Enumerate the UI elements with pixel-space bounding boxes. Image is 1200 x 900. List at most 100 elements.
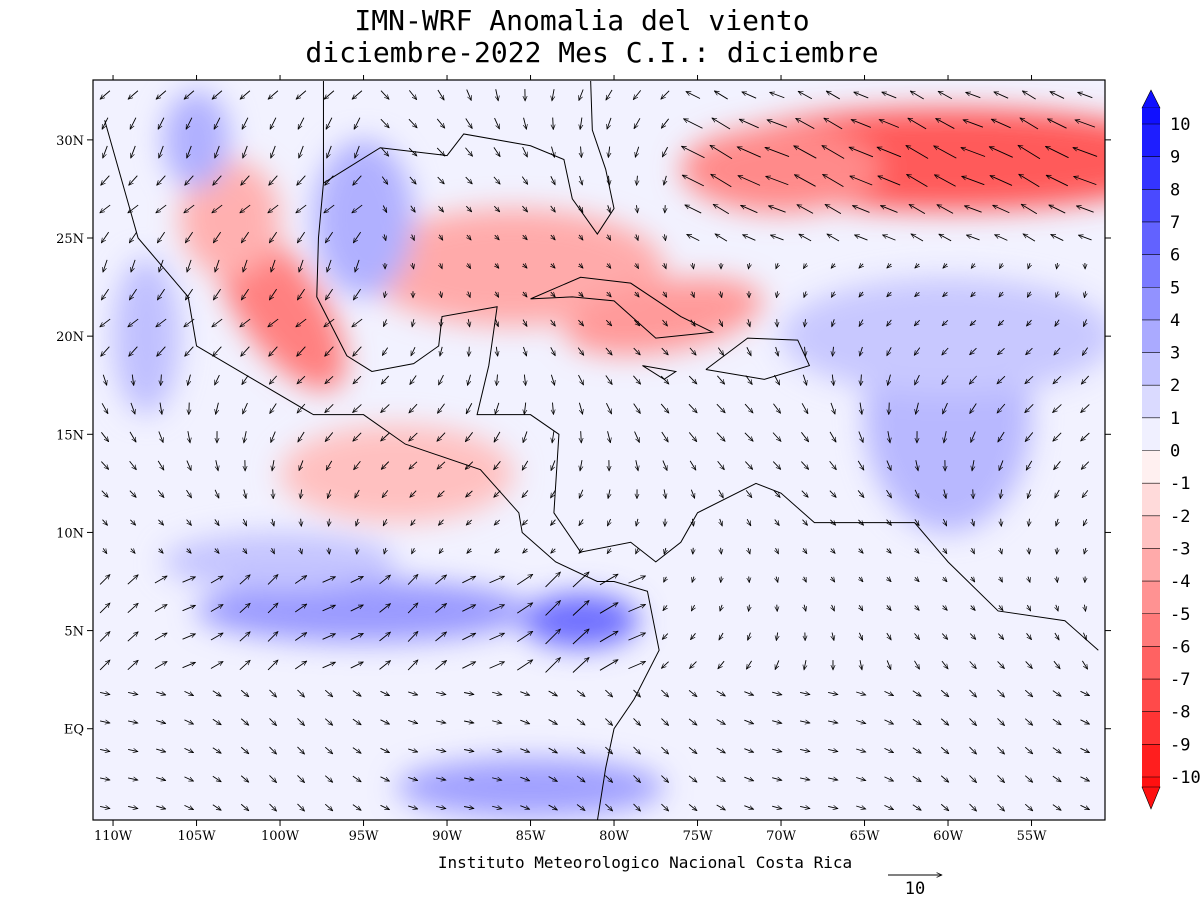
wind-arrow	[576, 775, 585, 782]
wind-arrow	[748, 547, 750, 554]
wind-arrow	[608, 175, 609, 185]
wind-arrow	[186, 519, 192, 526]
colorbar-segment	[1142, 515, 1160, 549]
wind-arrow	[213, 117, 221, 130]
wind-arrow	[294, 633, 307, 641]
wind-arrow	[154, 605, 167, 612]
wind-arrow	[412, 319, 414, 327]
wind-arrow	[716, 719, 726, 724]
wind-arrow	[156, 778, 166, 781]
wind-arrow	[1084, 604, 1085, 612]
wind-arrow	[941, 660, 948, 669]
wind-arrow	[523, 291, 527, 297]
wind-arrow	[572, 601, 589, 616]
wind-arrow	[495, 235, 499, 240]
wind-arrow	[938, 90, 953, 100]
wind-arrow	[773, 490, 780, 498]
wind-arrow	[213, 231, 222, 243]
x-tick-label: 80W	[599, 829, 630, 844]
wind-arrow	[129, 231, 138, 243]
wind-arrow	[297, 403, 306, 413]
wind-arrow	[1056, 291, 1058, 297]
wind-arrow	[327, 489, 330, 499]
wind-arrow	[599, 574, 618, 586]
wind-arrow	[1080, 747, 1089, 754]
wind-arrow	[800, 692, 810, 694]
wind-arrow	[772, 692, 782, 695]
wind-arrow	[942, 320, 949, 325]
wind-arrow	[272, 547, 275, 554]
wind-arrow	[1080, 804, 1089, 811]
wind-arrow	[127, 603, 138, 614]
wind-arrow	[827, 234, 840, 242]
wind-arrow	[100, 721, 110, 723]
colorbar-label: 0	[1170, 442, 1180, 462]
wind-arrow	[634, 319, 639, 326]
wind-arrow	[325, 117, 333, 130]
wind-arrow	[241, 117, 249, 130]
wind-arrow	[997, 746, 1004, 754]
wind-arrow	[129, 431, 136, 442]
wind-arrow	[294, 661, 307, 670]
wind-arrow	[605, 689, 612, 697]
coastline	[530, 276, 715, 339]
wind-arrow	[721, 576, 722, 583]
wind-arrow	[239, 575, 250, 585]
wind-arrow	[240, 775, 249, 783]
wind-arrow	[878, 176, 901, 186]
wind-arrow	[972, 460, 974, 471]
wind-arrow	[800, 721, 810, 723]
wind-arrow	[579, 489, 583, 498]
wind-arrow	[297, 746, 304, 754]
wind-arrow	[297, 689, 304, 697]
wind-arrow	[859, 549, 863, 554]
wind-arrow	[269, 231, 278, 243]
wind-arrow	[940, 746, 949, 754]
wind-arrow	[884, 747, 893, 754]
wind-arrow	[132, 374, 133, 386]
anomaly-blob	[196, 579, 531, 643]
wind-arrow	[803, 548, 807, 553]
anomaly-blob	[163, 532, 397, 592]
wind-arrow	[268, 204, 279, 213]
wind-arrow	[380, 747, 390, 754]
wind-arrow	[350, 576, 364, 583]
wind-arrow	[688, 747, 697, 753]
wind-arrow	[440, 263, 443, 268]
wind-arrow	[716, 403, 725, 413]
wind-arrow	[128, 806, 138, 808]
wind-arrow	[663, 291, 666, 297]
wind-arrow	[551, 292, 555, 297]
wind-arrow	[497, 374, 498, 386]
colorbar-segment	[1142, 581, 1160, 615]
wind-arrow	[802, 519, 807, 526]
wind-arrow	[1084, 291, 1085, 297]
wind-arrow	[738, 175, 761, 186]
wind-arrow	[212, 718, 221, 725]
wind-arrow	[824, 118, 843, 130]
wind-arrow	[99, 660, 110, 671]
wind-arrow	[436, 749, 446, 751]
wind-arrow	[297, 375, 306, 384]
anomaly-field	[93, 80, 1105, 820]
wind-arrow	[102, 519, 107, 526]
wind-arrow	[1025, 432, 1034, 441]
wind-arrow	[492, 806, 502, 808]
wind-arrow	[357, 547, 358, 554]
wind-arrow	[492, 721, 502, 723]
wind-arrow	[748, 632, 751, 641]
wind-arrow	[578, 319, 583, 326]
wind-arrow	[860, 346, 863, 356]
wind-arrow	[100, 204, 111, 213]
wind-arrow	[156, 90, 167, 99]
map-frame	[92, 79, 1106, 821]
wind-arrow	[579, 89, 584, 100]
wind-arrow	[160, 402, 162, 415]
wind-arrow	[1027, 291, 1030, 298]
wind-arrow	[998, 431, 1005, 442]
wind-arrow	[101, 432, 108, 441]
wind-arrow	[710, 145, 733, 160]
wind-arrow	[553, 402, 554, 415]
wind-arrow	[465, 461, 474, 470]
wind-arrow	[545, 629, 561, 645]
